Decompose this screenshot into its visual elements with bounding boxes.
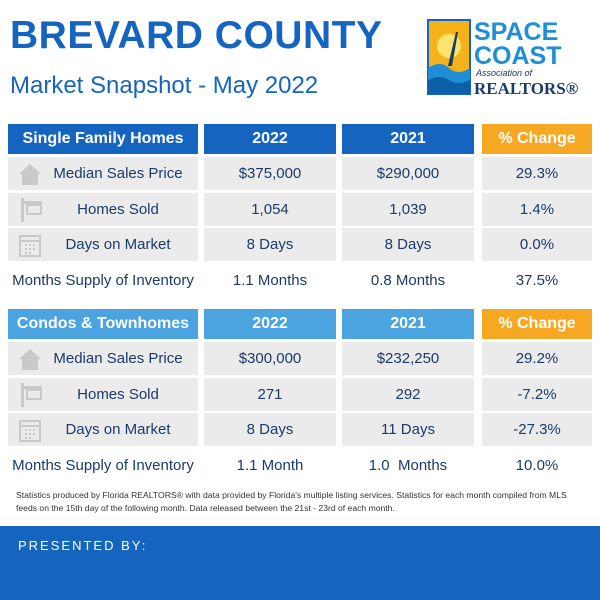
table-cell: $300,000 — [204, 342, 336, 375]
header-cell: 2021 — [342, 309, 474, 339]
table-cell: -27.3% — [482, 413, 592, 446]
table-cell: 37.5% — [482, 263, 592, 297]
table-cell: 29.3% — [482, 157, 592, 190]
logo-space: SPACE — [474, 18, 558, 46]
table-cell: 1.0 Months — [342, 448, 474, 482]
table-cell: Months Supply of Inventory — [8, 263, 198, 297]
row-icon — [19, 349, 41, 370]
header-cell: 2022 — [204, 124, 336, 154]
table-cell: 1,054 — [204, 192, 336, 226]
table-cell: Homes Sold — [8, 377, 198, 411]
row-icon — [21, 197, 42, 222]
table-cell: $232,250 — [342, 342, 474, 375]
table-cell: Homes Sold — [8, 192, 198, 226]
footer-text: PRESENTED BY: — [18, 538, 148, 553]
footer: PRESENTED BY: — [0, 526, 600, 600]
table-cell: 10.0% — [482, 448, 592, 482]
subtitle: Market Snapshot - May 2022 — [10, 72, 319, 99]
logo-assoc: Association of — [475, 68, 534, 78]
table-cell: 8 Days — [204, 413, 336, 446]
header-cell: 2022 — [204, 309, 336, 339]
table-cell: 11 Days — [342, 413, 474, 446]
row-icon — [19, 164, 41, 185]
table-cell: 0.8 Months — [342, 263, 474, 297]
table-cell: $375,000 — [204, 157, 336, 190]
row-icon — [21, 382, 42, 407]
logo-realtors: REALTORS® — [474, 79, 579, 98]
title: BREVARD COUNTY — [10, 14, 383, 57]
header-cell: % Change — [482, 309, 592, 339]
logo-coast: COAST — [474, 42, 562, 70]
row-icon — [19, 420, 41, 442]
row-icon — [19, 235, 41, 257]
table-cell: 0.0% — [482, 228, 592, 261]
table-cell: 8 Days — [204, 228, 336, 261]
table-cell: 1.4% — [482, 192, 592, 226]
table-cell: 271 — [204, 377, 336, 411]
table-cell: $290,000 — [342, 157, 474, 190]
header-cell: 2021 — [342, 124, 474, 154]
table-cell: -7.2% — [482, 377, 592, 411]
table-cell: Days on Market — [8, 228, 198, 261]
table-cell: 1.1 Months — [204, 263, 336, 297]
header-cell: Single Family Homes — [8, 124, 198, 154]
table-cell: 1,039 — [342, 192, 474, 226]
table-cell: Median Sales Price — [8, 157, 198, 190]
table-cell: 29.2% — [482, 342, 592, 375]
table-cell: 1.1 Month — [204, 448, 336, 482]
header-cell: % Change — [482, 124, 592, 154]
footnote: Statistics produced by Florida REALTORS®… — [16, 490, 567, 513]
table-cell: 292 — [342, 377, 474, 411]
header-cell: Condos & Townhomes — [8, 309, 198, 339]
logo: SPACE COAST Association of REALTORS® — [427, 18, 579, 98]
table-cell: 8 Days — [342, 228, 474, 261]
table-cell: Months Supply of Inventory — [8, 448, 198, 482]
